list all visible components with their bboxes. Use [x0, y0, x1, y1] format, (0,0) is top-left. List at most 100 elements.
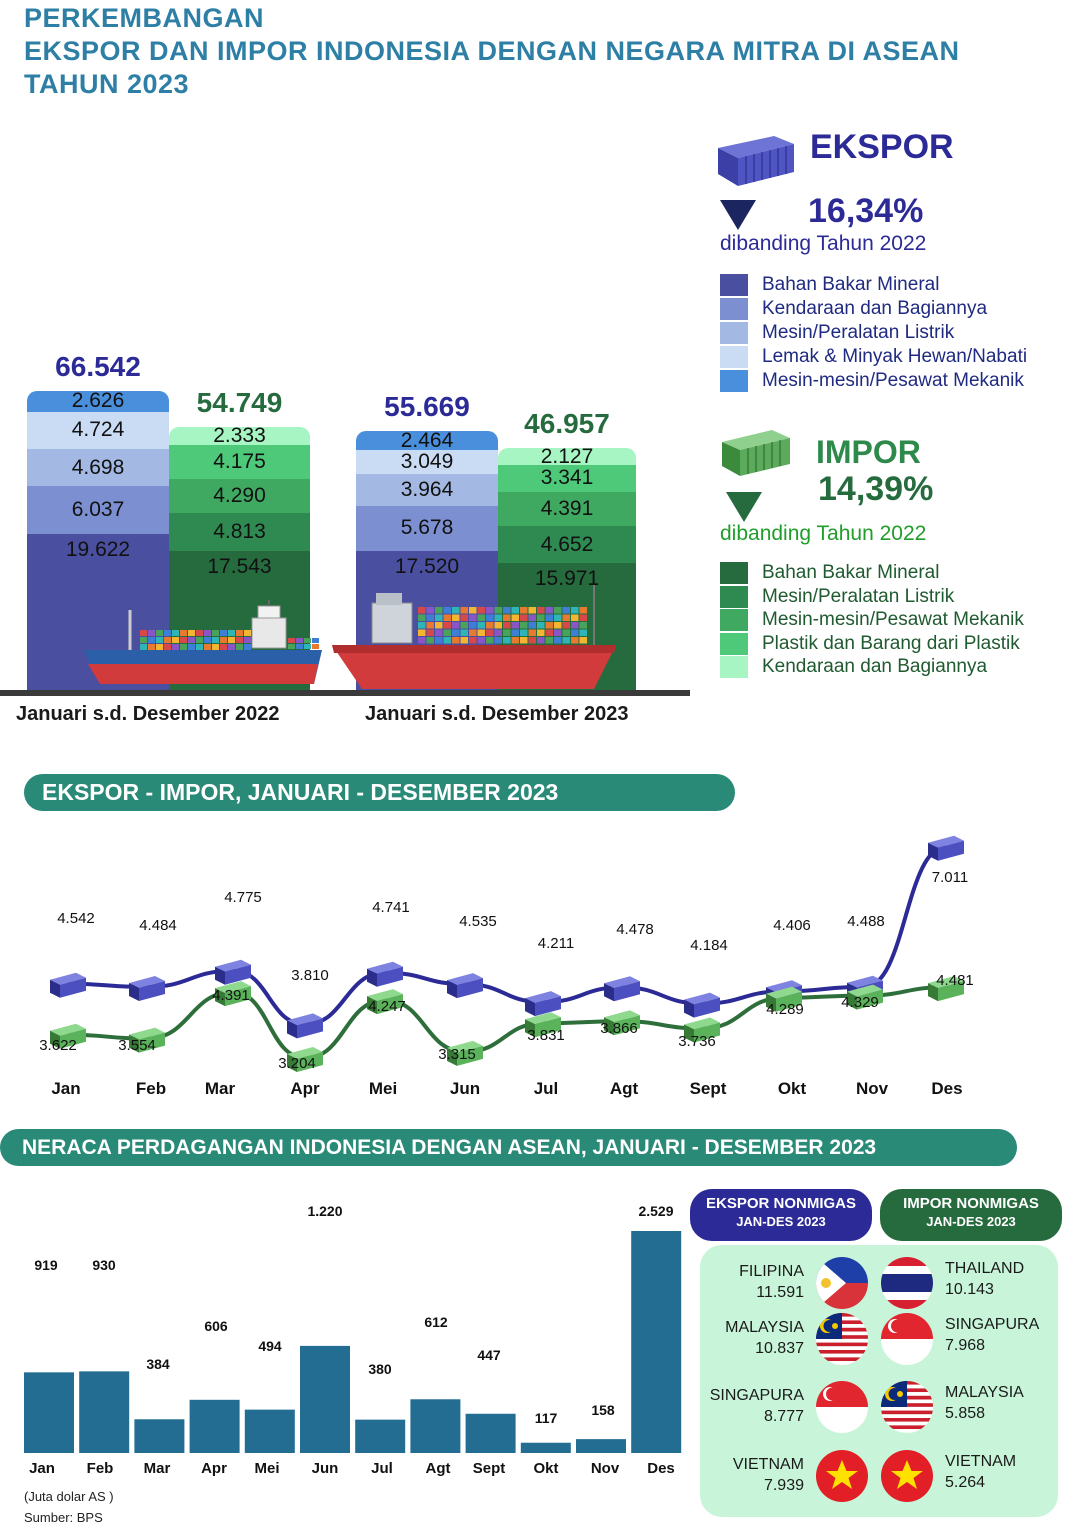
ship-container-block: [486, 622, 494, 629]
ship-container-block: [244, 637, 251, 643]
impor-heading: IMPOR: [816, 434, 921, 470]
ship-container-block: [452, 637, 460, 644]
ship-container-block: [435, 629, 443, 636]
import-header-title: IMPOR NONMIGAS: [903, 1195, 1039, 1212]
export-partner-value: 7.939: [763, 1477, 804, 1494]
ship-container-block: [460, 637, 468, 644]
export-value-label: 4.478: [616, 921, 654, 938]
ship-container-block: [528, 607, 536, 614]
ship-container-block: [511, 614, 519, 621]
ship-container-block: [503, 637, 511, 644]
export-value-label: 4.184: [690, 937, 728, 954]
export-marker-icon: [604, 976, 640, 1002]
import-header-period: JAN-DES 2023: [926, 1214, 1016, 1229]
ship-container-block: [545, 637, 553, 644]
legend-swatch: [720, 274, 748, 296]
import-total-p2022: 54.749: [196, 386, 283, 418]
ship-container-block: [562, 607, 570, 614]
export-marker-icon: [129, 975, 165, 1001]
export-partner-value: 11.591: [756, 1284, 804, 1301]
ship-container-block: [520, 629, 528, 636]
export-marker-icon: [287, 1013, 323, 1039]
balance-bar: [79, 1371, 130, 1453]
period-label-2023: Januari s.d. Desember 2023: [365, 703, 629, 725]
import-value-label: 4.289: [766, 1001, 804, 1018]
export-marker-icon: [447, 973, 483, 999]
legend-swatch: [720, 632, 748, 655]
ship-container-block: [148, 630, 155, 636]
down-arrow-icon: [726, 492, 762, 522]
ship-container-block: [443, 629, 451, 636]
ship-container-block: [520, 637, 528, 644]
impor-change: 14,39%: [818, 470, 934, 508]
ship-container-block: [312, 638, 319, 643]
import-value-label: 3.554: [118, 1037, 156, 1054]
ship-container-block: [503, 607, 511, 614]
balance-value-label: 1.220: [307, 1203, 342, 1219]
ship-container-block: [172, 637, 179, 643]
vietnam-flag-icon: [816, 1450, 868, 1502]
ship-container-block: [236, 644, 243, 650]
ship-container-block: [571, 607, 579, 614]
legend-imp-item: Bahan Bakar Mineral: [720, 562, 939, 584]
ship-container-block: [528, 614, 536, 621]
ship-container-block: [579, 629, 587, 636]
import-value-label: 4.481: [936, 972, 974, 989]
export-segment-p2023-3: 3.964: [356, 474, 498, 506]
legend-label: Lemak & Minyak Hewan/Nabati: [762, 346, 1028, 367]
ship-container-block: [164, 644, 171, 650]
import-partner-country: THAILAND: [945, 1260, 1025, 1277]
ship-container-block: [212, 637, 219, 643]
ship-container-block: [460, 629, 468, 636]
ship-container-block: [486, 629, 494, 636]
ship-container-block: [554, 637, 562, 644]
month-label: Jun: [450, 1079, 480, 1098]
import-marker-icon: [684, 1017, 720, 1043]
import-partner-value: 5.858: [945, 1405, 986, 1422]
balance-value-label: 384: [146, 1356, 170, 1372]
legend-label: Bahan Bakar Mineral: [762, 562, 940, 583]
ship-container-block: [204, 644, 211, 650]
ship-container-block: [554, 607, 562, 614]
ship-container-block: [562, 614, 570, 621]
import-partner-value: 7.968: [945, 1337, 986, 1354]
singapore-flag-icon: [881, 1313, 933, 1365]
period-label-2022: Januari s.d. Desember 2022: [16, 703, 280, 725]
ship-container-block: [188, 630, 195, 636]
thailand-flag-icon: [881, 1257, 933, 1309]
ship-container-block: [164, 630, 171, 636]
export-marker-icon: [50, 972, 86, 998]
balance-value-label: 494: [258, 1338, 282, 1354]
balance-bar-chart: 919 930 384 606 494 1.220 380 612 447 117 158 2.529…: [24, 1203, 682, 1477]
balance-value-label: 158: [591, 1402, 615, 1418]
export-value-label: 4.535: [459, 913, 497, 930]
ship-container-block: [571, 637, 579, 644]
export-segment-p2023-2: 5.678: [356, 505, 498, 551]
import-partner-country: SINGAPURA: [945, 1316, 1040, 1333]
ship-container-block: [426, 607, 434, 614]
ship-container-block: [435, 637, 443, 644]
month-label: Jul: [534, 1079, 559, 1098]
import-segment-p2022-4: 4.175: [169, 445, 310, 479]
legend-imp-item: Kendaraan dan Bagiannya: [720, 656, 987, 678]
export-container-icon: [718, 136, 794, 186]
export-header-title: EKSPOR NONMIGAS: [705, 1195, 856, 1212]
ship-container-block: [452, 607, 460, 614]
ship-container-block: [469, 614, 477, 621]
ship-container-block: [537, 622, 545, 629]
balance-month-label: Sept: [473, 1460, 506, 1477]
monthly-line-chart: 4.542 4.484 4.775 3.810 4.741 4.535 4.211 4.478…: [39, 835, 974, 1098]
ship-container-block: [537, 607, 545, 614]
import-partner-value: 5.264: [945, 1474, 986, 1491]
ship-container-block: [418, 637, 426, 644]
legend-label: Mesin/Peralatan Listrik: [762, 322, 955, 343]
export-value-label: 4.775: [224, 889, 262, 906]
month-label: Apr: [290, 1079, 320, 1098]
legend-exp-item: Bahan Bakar Mineral: [720, 274, 939, 296]
import-partner-value: 10.143: [945, 1281, 994, 1298]
import-partner-country: MALAYSIA: [945, 1384, 1024, 1401]
import-value-label: 4.391: [212, 987, 250, 1004]
ship-container-block: [220, 644, 227, 650]
export-segment-p2022-3: 4.698: [27, 449, 169, 487]
ship-container-block: [156, 644, 163, 650]
